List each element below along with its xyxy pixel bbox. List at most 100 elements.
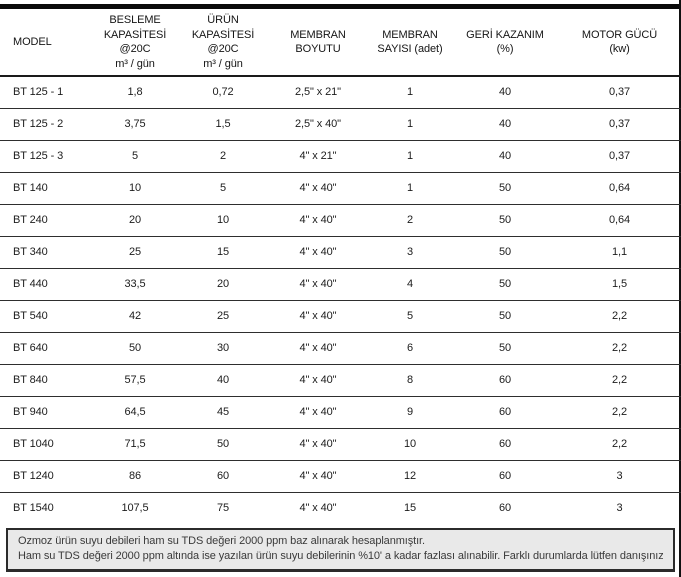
cell-recovery: 60 — [452, 396, 558, 429]
table-row: BT 640 50 30 4" x 40" 6 50 2,2 — [0, 332, 681, 365]
cell-membrane-count: 1 — [368, 140, 452, 173]
cell-membrane-size: 4" x 40" — [268, 204, 368, 237]
cell-model: BT 140 — [0, 172, 92, 205]
cell-feed-capacity: 71,5 — [92, 428, 178, 461]
cell-membrane-count: 3 — [368, 236, 452, 269]
header-feed-capacity: BESLEME KAPASİTESİ @20C m³ / gün — [92, 9, 178, 78]
cell-model: BT 840 — [0, 364, 92, 397]
header-motor-power: MOTOR GÜCÜ (kw) — [558, 9, 681, 78]
cell-membrane-count: 1 — [368, 76, 452, 109]
cell-membrane-size: 4" x 40" — [268, 236, 368, 269]
table-row: BT 125 - 3 5 2 4" x 21" 1 40 0,37 — [0, 140, 681, 173]
header-membrane-count: MEMBRAN SAYISI (adet) — [368, 9, 452, 78]
cell-feed-capacity: 20 — [92, 204, 178, 237]
footnote-box: Ozmoz ürün suyu debileri ham su TDS değe… — [6, 528, 675, 572]
cell-membrane-size: 4" x 40" — [268, 332, 368, 365]
cell-membrane-count: 4 — [368, 268, 452, 301]
cell-motor-power: 0,64 — [558, 204, 681, 237]
cell-feed-capacity: 57,5 — [92, 364, 178, 397]
cell-membrane-count: 8 — [368, 364, 452, 397]
cell-membrane-size: 4" x 40" — [299, 502, 337, 515]
cell-membrane-size: 4" x 40" — [268, 396, 368, 429]
cell-membrane-size: 4" x 40" — [268, 172, 368, 205]
cell-feed-capacity: 50 — [92, 332, 178, 365]
cell-product-capacity: 1,5 — [178, 108, 268, 141]
cell-membrane-size: 4" x 40" — [268, 460, 368, 493]
cell-membrane-count: 1 — [368, 172, 452, 205]
cell-feed-capacity: 64,5 — [92, 396, 178, 429]
cell-feed-capacity: 10 — [92, 172, 178, 205]
cell-model: BT 540 — [0, 300, 92, 333]
cell-motor-power: 2,2 — [558, 332, 681, 365]
cell-motor-power: 0,64 — [558, 172, 681, 205]
cell-recovery: 40 — [452, 140, 558, 173]
cell-product-capacity: 2 — [178, 140, 268, 173]
table-header-row: MODEL BESLEME KAPASİTESİ @20C m³ / gün Ü… — [0, 9, 681, 78]
cell-motor-power: 2,2 — [558, 396, 681, 429]
header-recovery: GERİ KAZANIM (%) — [452, 9, 558, 78]
cell-feed-capacity: 42 — [92, 300, 178, 333]
cell-model: BT 940 — [0, 396, 92, 429]
cell-feed-capacity: 33,5 — [92, 268, 178, 301]
cell-motor-power: 2,2 — [558, 300, 681, 333]
table-row: BT 1040 71,5 50 4" x 40" 10 60 2,2 — [0, 428, 681, 461]
cell-recovery: 60 — [452, 460, 558, 493]
cell-motor-power: 0,37 — [558, 76, 681, 109]
cell-recovery: 50 — [452, 236, 558, 269]
cell-feed-capacity: 86 — [92, 460, 178, 493]
header-model: MODEL — [0, 9, 92, 78]
cell-membrane-count: 10 — [368, 428, 452, 461]
table-row: BT 125 - 2 3,75 1,5 2,5" x 40" 1 40 0,37 — [0, 108, 681, 141]
table-row: BT 840 57,5 40 4" x 40" 8 60 2,2 — [0, 364, 681, 397]
cell-motor-power: 3 — [616, 502, 623, 515]
table-body: BT 125 - 1 1,8 0,72 2,5" x 21" 1 40 0,37… — [0, 76, 681, 524]
cell-model: BT 440 — [0, 268, 92, 301]
cell-membrane-size: 4" x 40" — [268, 428, 368, 461]
cell-product-capacity: 20 — [178, 268, 268, 301]
cell-product-capacity: 10 — [178, 204, 268, 237]
cell-membrane-count: 5 — [368, 300, 452, 333]
cell-membrane-count: 12 — [368, 460, 452, 493]
cell-membrane-count: 15 — [403, 502, 417, 515]
cell-feed-capacity: 3,75 — [92, 108, 178, 141]
cell-recovery: 60 — [452, 428, 558, 461]
cell-motor-power: 1,1 — [558, 236, 681, 269]
header-product-capacity: ÜRÜN KAPASİTESİ @20C m³ / gün — [178, 9, 268, 78]
cell-membrane-count: 2 — [368, 204, 452, 237]
cell-model: BT 1040 — [0, 428, 92, 461]
cell-model: BT 1240 — [0, 460, 92, 493]
cell-motor-power: 3 — [558, 460, 681, 493]
cell-model: BT 240 — [0, 204, 92, 237]
cell-product-capacity: 25 — [178, 300, 268, 333]
cell-product-capacity: 75 — [216, 502, 230, 515]
footnote-line-2: Ham su TDS değeri 2000 ppm altında ise y… — [18, 550, 663, 563]
table-row: BT 940 64,5 45 4" x 40" 9 60 2,2 — [0, 396, 681, 429]
cell-membrane-count: 1 — [368, 108, 452, 141]
cell-feed-capacity: 5 — [92, 140, 178, 173]
cell-product-capacity: 0,72 — [178, 76, 268, 109]
cell-product-capacity: 60 — [178, 460, 268, 493]
cell-model: BT 640 — [0, 332, 92, 365]
cell-feed-capacity: 107,5 — [121, 502, 149, 515]
cell-recovery: 50 — [452, 332, 558, 365]
cell-recovery: 50 — [452, 204, 558, 237]
cell-product-capacity: 5 — [178, 172, 268, 205]
cell-feed-capacity: 1,8 — [92, 76, 178, 109]
cell-model: BT 340 — [0, 236, 92, 269]
cell-product-capacity: 40 — [178, 364, 268, 397]
cell-membrane-size: 4" x 40" — [268, 300, 368, 333]
cell-recovery: 50 — [452, 300, 558, 333]
table-row: BT 140 10 5 4" x 40" 1 50 0,64 — [0, 172, 681, 205]
table-row: BT 240 20 10 4" x 40" 2 50 0,64 — [0, 204, 681, 237]
cell-model: BT 125 - 3 — [0, 140, 92, 173]
footnote-line-1: Ozmoz ürün suyu debileri ham su TDS değe… — [18, 535, 425, 548]
cell-recovery: 60 — [498, 502, 512, 515]
cell-recovery: 50 — [452, 172, 558, 205]
top-border-bar — [0, 4, 679, 9]
header-membrane-size: MEMBRAN BOYUTU — [268, 9, 368, 78]
table-row: BT 340 25 15 4" x 40" 3 50 1,1 — [0, 236, 681, 269]
cell-product-capacity: 15 — [178, 236, 268, 269]
cell-recovery: 60 — [452, 364, 558, 397]
cell-membrane-count: 9 — [368, 396, 452, 429]
